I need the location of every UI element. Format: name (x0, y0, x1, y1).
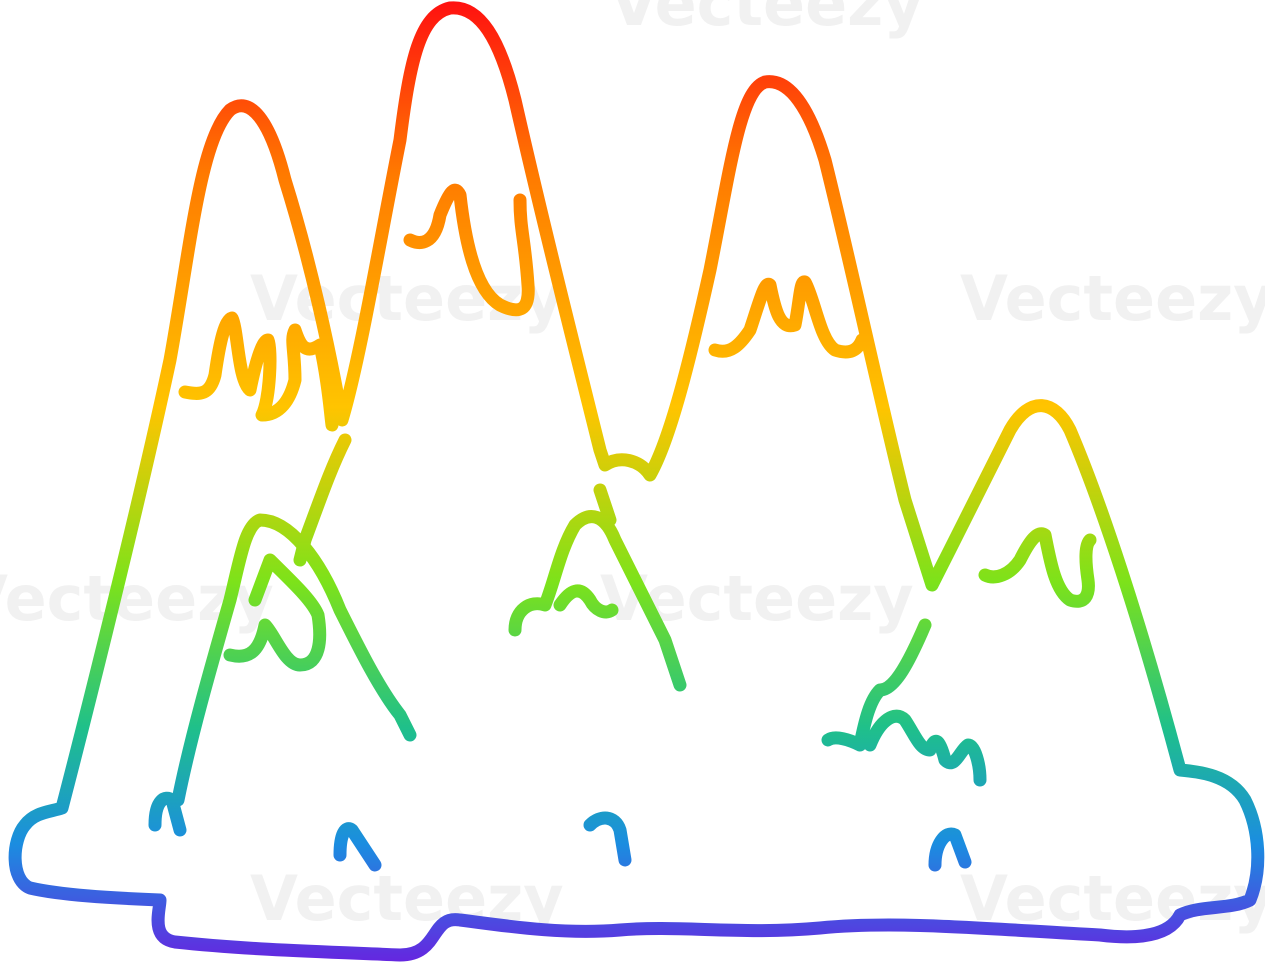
watermark: Vecteezy (610, 0, 924, 40)
foothill (821, 618, 987, 787)
rock (148, 791, 187, 837)
snow-cap (403, 183, 535, 317)
rock (333, 822, 382, 872)
watermark: Vecteezy (250, 262, 564, 335)
snow-cap (178, 311, 339, 432)
foothill (171, 513, 417, 807)
foothill (293, 433, 687, 692)
snow-cap (708, 275, 869, 359)
watermark: Vecteezy (960, 262, 1265, 335)
watermark: Vecteezy (960, 862, 1265, 935)
rock (928, 827, 972, 872)
mountains (8, 1, 1265, 962)
snow-cap (978, 527, 1097, 608)
outline (8, 1, 1265, 962)
rock (583, 811, 632, 867)
